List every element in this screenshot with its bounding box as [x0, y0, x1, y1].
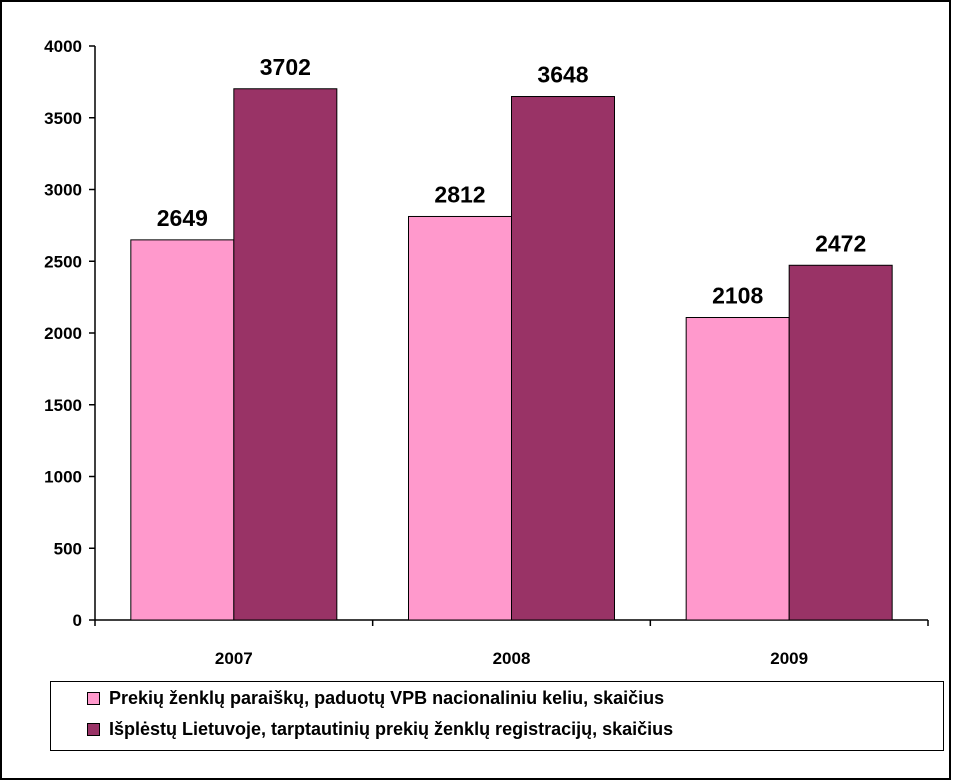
data-label-2007-series-1: 2649: [157, 205, 208, 231]
y-tick-label: 0: [73, 611, 82, 630]
bar-2008-series-2: [511, 96, 615, 621]
bar-2009-series-1: [685, 317, 790, 621]
data-label-2008-series-1: 2812: [434, 181, 485, 207]
bar-2007-series-1: [130, 239, 235, 621]
data-label-2008-series-2: 3648: [537, 62, 588, 88]
legend-swatch-series-2: [87, 722, 100, 736]
data-label-2009-series-2: 2472: [815, 230, 866, 256]
y-tick-label: 500: [54, 539, 82, 558]
y-tick-label: 4000: [44, 37, 82, 56]
bar-2007-series-2: [233, 88, 338, 621]
bar-2008-series-1: [408, 215, 512, 621]
bar-2009-series-2: [788, 264, 893, 621]
x-category-label: 2009: [770, 649, 808, 668]
legend-swatch-series-1: [87, 691, 100, 705]
legend-item-series-1: Prekių ženklų paraiškų, paduotų VPB naci…: [87, 687, 664, 709]
legend-label-series-2: Išplėstų Lietuvoje, tarptautinių prekių …: [109, 718, 674, 739]
legend: Prekių ženklų paraiškų, paduotų VPB naci…: [50, 681, 944, 751]
data-label-2009-series-1: 2108: [712, 283, 763, 309]
legend-item-series-2: Išplėstų Lietuvoje, tarptautinių prekių …: [87, 718, 673, 740]
y-tick-label: 2000: [44, 324, 82, 343]
x-category-label: 2007: [215, 649, 253, 668]
y-tick-label: 3500: [44, 109, 82, 128]
x-category-label: 2008: [493, 649, 531, 668]
legend-label-series-1: Prekių ženklų paraiškų, paduotų VPB naci…: [109, 687, 665, 708]
y-tick-label: 1000: [44, 468, 82, 487]
y-tick-label: 2500: [44, 252, 82, 271]
data-label-2007-series-2: 3702: [260, 54, 311, 80]
y-tick-label: 3000: [44, 181, 82, 200]
y-tick-label: 1500: [44, 396, 82, 415]
